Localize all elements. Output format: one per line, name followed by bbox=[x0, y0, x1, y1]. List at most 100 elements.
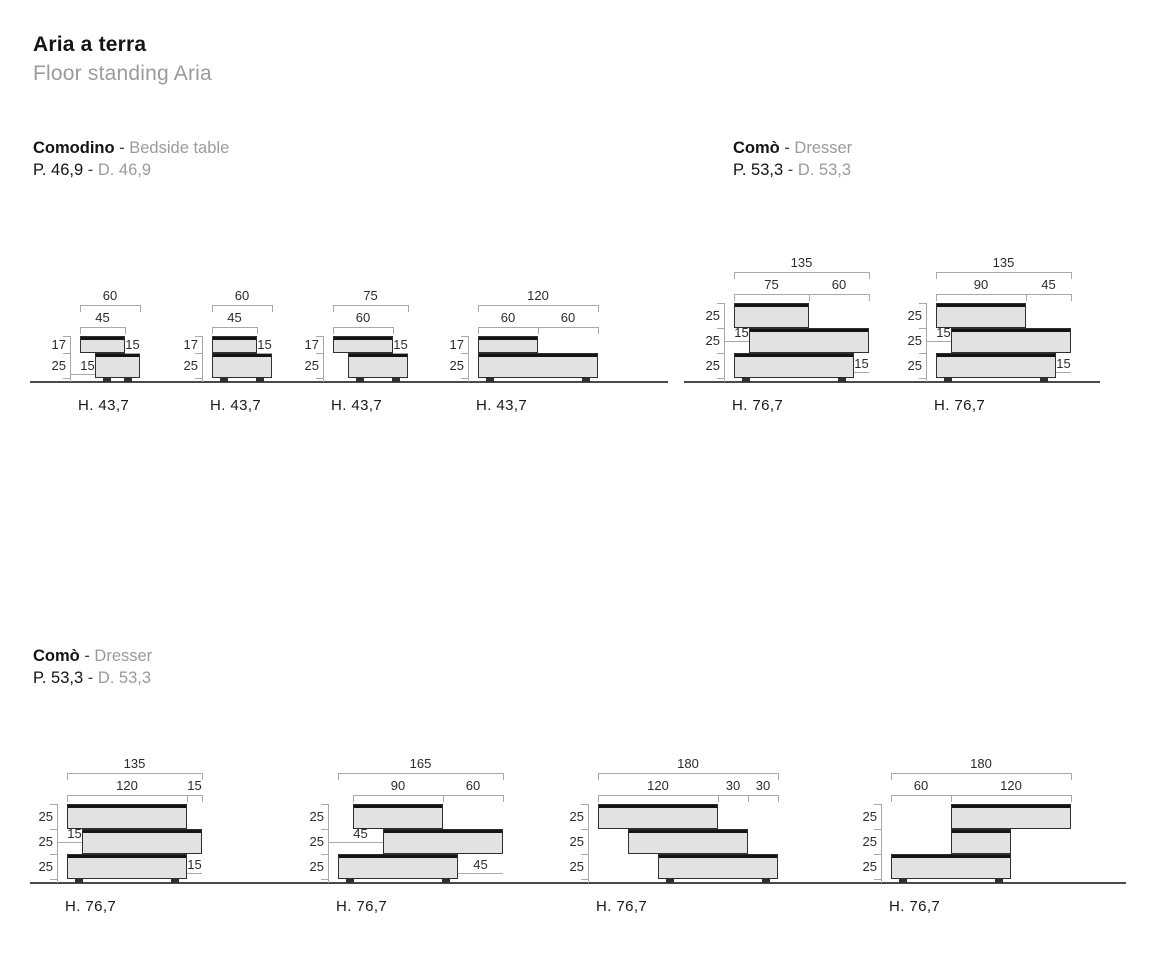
aux-dim-label: 45 bbox=[473, 857, 488, 872]
dim-tick bbox=[80, 305, 81, 312]
height-bracket-tick bbox=[919, 378, 927, 379]
unit-box bbox=[383, 829, 503, 854]
section-title: Comò - Dresser bbox=[733, 139, 853, 157]
dim-tick bbox=[1026, 294, 1027, 301]
width-dim-label: 60 bbox=[234, 288, 250, 303]
unit-top-surface bbox=[349, 354, 407, 357]
width-dim-label: 60 bbox=[102, 288, 118, 303]
furniture-foot bbox=[356, 378, 364, 382]
height-bracket-tick bbox=[321, 854, 329, 855]
height-bracket-line bbox=[588, 804, 589, 883]
section-depth: P. 53,3 - D. 53,3 bbox=[733, 161, 852, 179]
section-label-comodino: Comodino - Bedside table P. 46,9 - D. 46… bbox=[33, 137, 229, 181]
section-label-como-bottom: Comò - Dresser P. 53,3 - D. 53,3 bbox=[33, 645, 152, 689]
dim-line bbox=[734, 272, 869, 273]
furniture-foot bbox=[346, 879, 354, 883]
furniture-foot bbox=[1040, 378, 1048, 382]
dim-line bbox=[212, 327, 257, 328]
section-label-como-top: Comò - Dresser P. 53,3 - D. 53,3 bbox=[733, 137, 852, 181]
floor-line bbox=[30, 381, 668, 383]
dim-tick bbox=[809, 294, 810, 301]
height-bracket-tick bbox=[717, 378, 725, 379]
unit-box bbox=[749, 328, 869, 353]
height-bracket-tick bbox=[581, 829, 589, 830]
width-dim-label: 120 bbox=[527, 288, 549, 303]
width-dim-label: 60 bbox=[560, 310, 576, 325]
width-dim-label: 90 bbox=[973, 277, 989, 292]
height-bracket-line bbox=[881, 804, 882, 883]
unit-box bbox=[80, 336, 125, 353]
width-dim-label: 75 bbox=[363, 288, 378, 303]
total-height-label: H. 76,7 bbox=[934, 397, 986, 414]
dim-line bbox=[80, 305, 140, 306]
dim-tick bbox=[869, 272, 870, 279]
total-height-label: H. 43,7 bbox=[331, 397, 383, 414]
height-bracket-tick bbox=[874, 879, 882, 880]
height-dim-label: 25 bbox=[38, 833, 53, 849]
height-bracket-tick bbox=[50, 829, 58, 830]
height-bracket-tick bbox=[321, 804, 329, 805]
width-dim-label: 30 bbox=[755, 778, 771, 793]
unit-box bbox=[478, 336, 538, 353]
height-dim-label: 25 bbox=[51, 357, 66, 373]
unit-box bbox=[936, 303, 1026, 328]
aux-dim-label: 15 bbox=[67, 826, 82, 841]
total-height-label: H. 43,7 bbox=[210, 397, 262, 414]
width-dim-label: 120 bbox=[116, 778, 138, 793]
width-dim-label: 60 bbox=[500, 310, 516, 325]
dim-tick bbox=[891, 773, 892, 780]
unit-top-surface bbox=[735, 354, 853, 357]
unit-box bbox=[936, 353, 1056, 378]
height-bracket-tick bbox=[919, 353, 927, 354]
height-dim-label: 25 bbox=[309, 808, 324, 824]
width-dim-label: 15 bbox=[187, 778, 202, 793]
furniture-foot bbox=[220, 378, 228, 382]
unit-top-surface bbox=[479, 337, 537, 340]
dim-tick bbox=[478, 327, 479, 334]
height-dim-label: 25 bbox=[907, 357, 922, 373]
unit-top-surface bbox=[937, 304, 1025, 307]
height-bracket-tick bbox=[321, 829, 329, 830]
height-dim-label: 17 bbox=[449, 336, 464, 352]
dim-line bbox=[67, 773, 202, 774]
unit-top-surface bbox=[735, 304, 808, 307]
height-bracket-tick bbox=[461, 336, 469, 337]
dim-tick bbox=[936, 272, 937, 279]
dim-line bbox=[891, 795, 1071, 796]
height-dim-label: 17 bbox=[183, 336, 198, 352]
dim-tick bbox=[598, 773, 599, 780]
dim-tick bbox=[212, 305, 213, 312]
height-bracket-tick bbox=[581, 854, 589, 855]
width-dim-label: 60 bbox=[465, 778, 481, 793]
unit-box bbox=[628, 829, 748, 854]
dim-tick bbox=[202, 773, 203, 780]
height-bracket-line bbox=[323, 336, 324, 382]
dim-tick bbox=[936, 294, 937, 301]
width-dim-label: 135 bbox=[790, 255, 813, 270]
width-dim-label: 60 bbox=[355, 310, 371, 325]
unit-box bbox=[67, 804, 187, 829]
dim-tick bbox=[1071, 294, 1072, 301]
height-bracket-tick bbox=[50, 879, 58, 880]
height-dim-label: 25 bbox=[38, 858, 53, 874]
dim-tick bbox=[1071, 773, 1072, 780]
height-bracket-tick bbox=[919, 303, 927, 304]
page-title: Aria a terra bbox=[33, 33, 147, 56]
floor-line bbox=[30, 882, 1126, 884]
height-bracket-tick bbox=[919, 328, 927, 329]
unit-top-surface bbox=[952, 329, 1070, 332]
dim-line bbox=[212, 305, 272, 306]
height-dim-label: 25 bbox=[907, 332, 922, 348]
total-height-label: H. 76,7 bbox=[732, 397, 784, 414]
unit-top-surface bbox=[334, 337, 392, 340]
unit-top-surface bbox=[81, 337, 124, 340]
aux-dim-line bbox=[57, 842, 82, 843]
unit-top-surface bbox=[213, 354, 271, 357]
section-title: Comodino - Bedside table bbox=[33, 139, 230, 157]
dim-tick bbox=[272, 305, 273, 312]
dim-line bbox=[338, 773, 503, 774]
dim-tick bbox=[1071, 272, 1072, 279]
width-dim-label: 60 bbox=[913, 778, 929, 793]
unit-top-surface bbox=[354, 805, 442, 808]
